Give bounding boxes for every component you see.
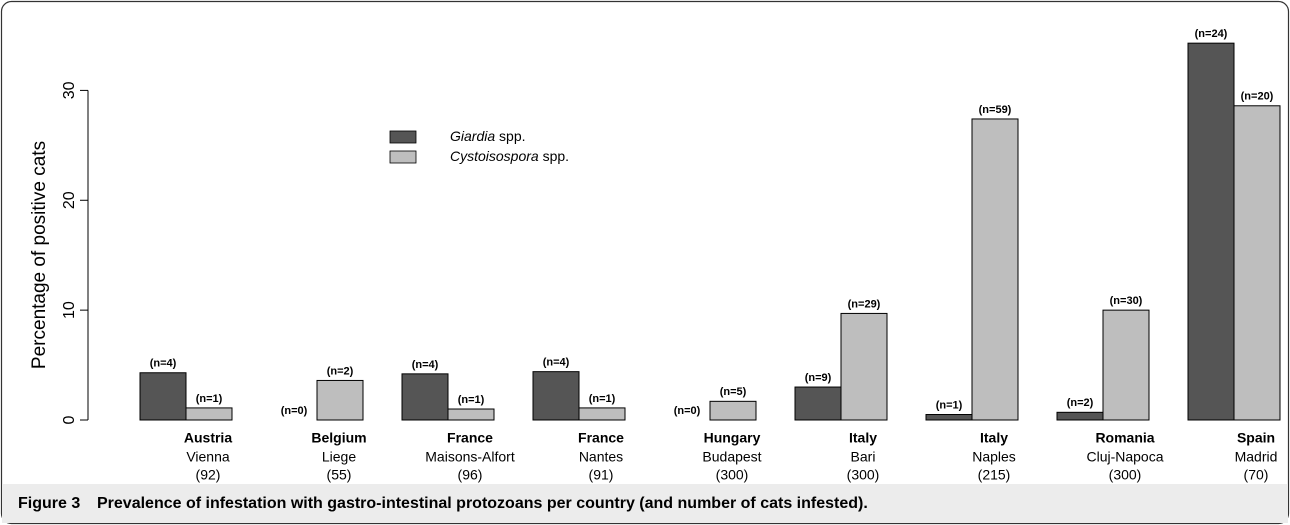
bar bbox=[1233, 105, 1281, 421]
category-label: Belgium bbox=[311, 430, 366, 446]
value-label: (n=59) bbox=[979, 104, 1012, 116]
sample-size-label: (215) bbox=[978, 467, 1011, 483]
y-tick-label: 30 bbox=[61, 81, 78, 99]
value-label: (n=20) bbox=[1241, 91, 1274, 103]
category-label: Romania bbox=[1095, 430, 1154, 446]
bar bbox=[1187, 42, 1235, 421]
y-tick-label: 10 bbox=[61, 301, 78, 319]
bar bbox=[709, 400, 757, 421]
value-label: (n=30) bbox=[1110, 295, 1143, 307]
caption-band bbox=[2, 484, 1288, 523]
category-label: Spain bbox=[1237, 430, 1275, 446]
sample-size-label: (300) bbox=[716, 467, 749, 483]
sample-size-label: (96) bbox=[458, 467, 483, 483]
city-label: Cluj-Napoca bbox=[1086, 449, 1163, 465]
category-label: Austria bbox=[184, 430, 232, 446]
city-label: Maisons-Alfort bbox=[425, 449, 515, 465]
value-label: (n=4) bbox=[543, 357, 570, 369]
category-label: Italy bbox=[849, 430, 877, 446]
sample-size-label: (92) bbox=[196, 467, 221, 483]
legend-label: Cystoisospora spp. bbox=[450, 148, 569, 164]
bar bbox=[925, 414, 973, 421]
bar bbox=[185, 407, 233, 421]
value-label: (n=5) bbox=[720, 386, 747, 398]
value-label: (n=0) bbox=[281, 405, 308, 417]
bar bbox=[1056, 411, 1104, 421]
sample-size-label: (91) bbox=[589, 467, 614, 483]
bar bbox=[578, 407, 626, 421]
value-label: (n=1) bbox=[936, 399, 963, 411]
legend-label: Giardia spp. bbox=[450, 128, 526, 144]
value-label: (n=2) bbox=[327, 365, 354, 377]
value-label: (n=24) bbox=[1195, 28, 1228, 40]
value-label: (n=1) bbox=[196, 393, 223, 405]
value-label: (n=9) bbox=[805, 372, 832, 384]
legend-swatch bbox=[389, 130, 417, 144]
bar bbox=[1102, 309, 1150, 421]
category-label: France bbox=[447, 430, 493, 446]
bar bbox=[971, 118, 1019, 421]
value-label: (n=2) bbox=[1067, 397, 1094, 409]
legend-swatch bbox=[389, 150, 417, 164]
bar bbox=[840, 312, 888, 421]
value-label: (n=29) bbox=[848, 298, 881, 310]
sample-size-label: (55) bbox=[327, 467, 352, 483]
category-label: France bbox=[578, 430, 624, 446]
value-label: (n=4) bbox=[412, 359, 439, 371]
city-label: Bari bbox=[851, 449, 876, 465]
category-label: Italy bbox=[980, 430, 1008, 446]
city-label: Budapest bbox=[702, 449, 761, 465]
sample-size-label: (300) bbox=[847, 467, 880, 483]
sample-size-label: (300) bbox=[1109, 467, 1142, 483]
category-label: Hungary bbox=[704, 430, 761, 446]
y-axis-label: Percentage of positive cats bbox=[29, 141, 50, 369]
bar bbox=[316, 379, 364, 421]
bar bbox=[401, 373, 449, 421]
city-label: Liege bbox=[322, 449, 356, 465]
bar bbox=[532, 371, 580, 421]
bar bbox=[139, 372, 187, 421]
y-tick-label: 0 bbox=[61, 415, 78, 424]
bar bbox=[794, 386, 842, 421]
city-label: Nantes bbox=[579, 449, 623, 465]
value-label: (n=1) bbox=[589, 393, 616, 405]
city-label: Naples bbox=[972, 449, 1016, 465]
sample-size-label: (70) bbox=[1244, 467, 1269, 483]
city-label: Vienna bbox=[186, 449, 230, 465]
value-label: (n=0) bbox=[674, 405, 701, 417]
caption: Prevalence of infestation with gastro-in… bbox=[97, 495, 868, 512]
value-label: (n=4) bbox=[150, 358, 177, 370]
caption-label: Figure 3 bbox=[18, 495, 80, 512]
value-label: (n=1) bbox=[458, 394, 485, 406]
bar bbox=[447, 408, 495, 421]
y-tick-label: 20 bbox=[61, 191, 78, 209]
city-label: Madrid bbox=[1235, 449, 1278, 465]
